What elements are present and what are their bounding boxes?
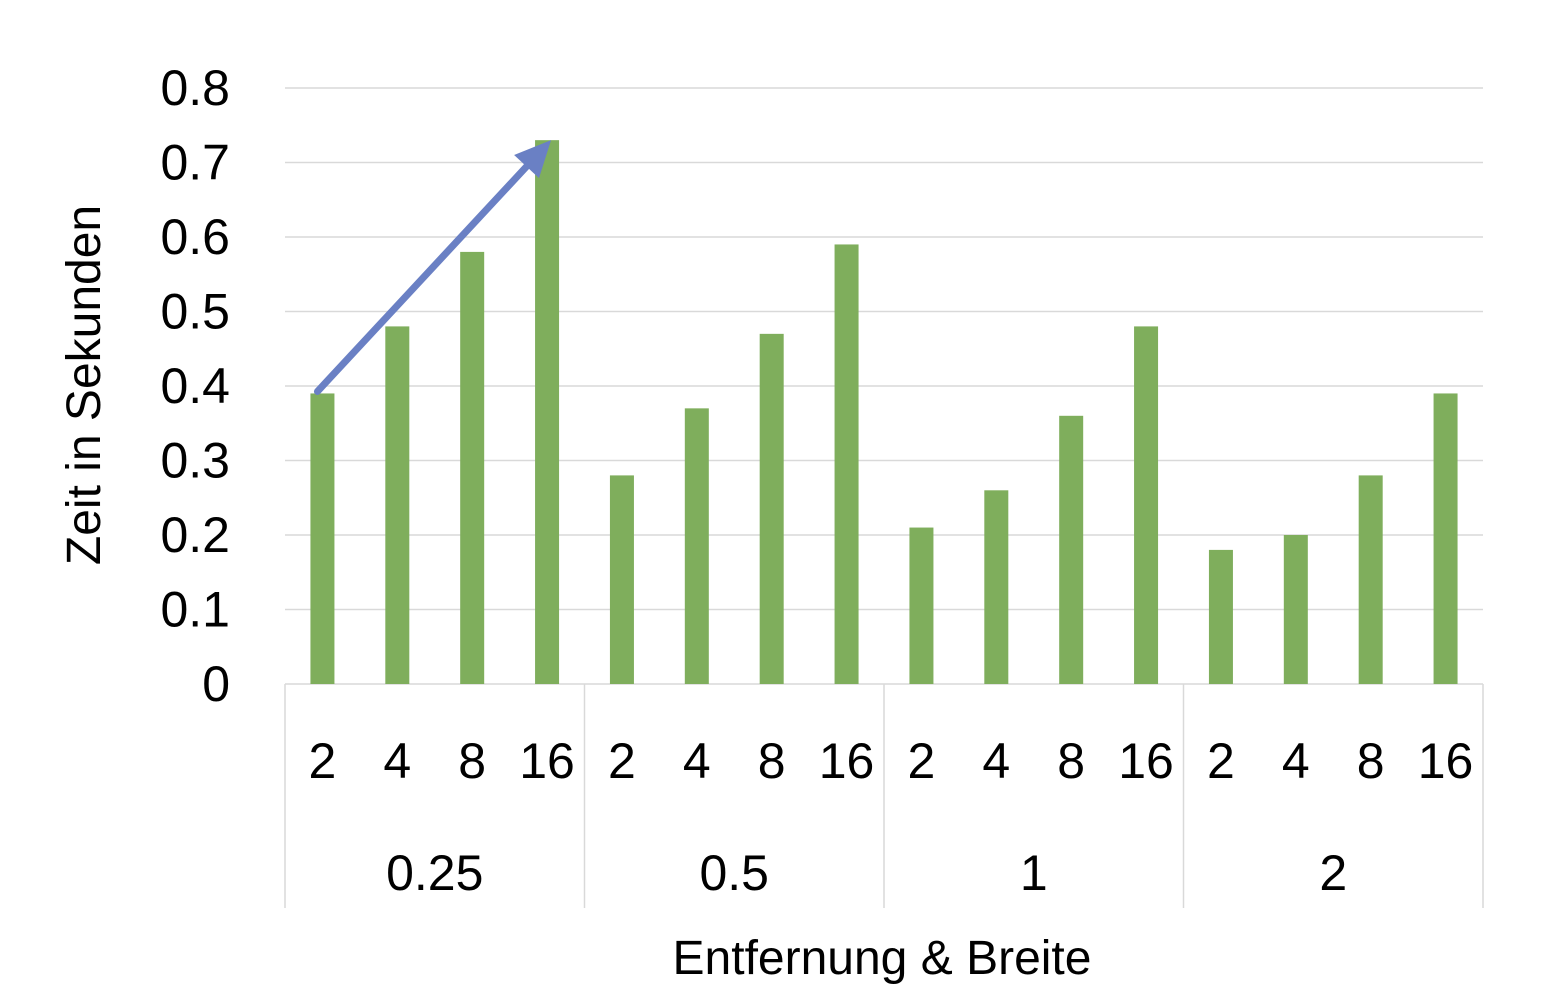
- x-tick-label: 2: [309, 733, 337, 789]
- x-tick-label: 4: [383, 733, 411, 789]
- bars: [310, 140, 1458, 684]
- bar: [1208, 549, 1233, 684]
- bar: [609, 475, 634, 684]
- bar: [684, 408, 709, 684]
- bar: [310, 393, 335, 684]
- y-tick-label: 0.1: [160, 582, 230, 638]
- bar: [535, 140, 560, 684]
- x-group-label: 0.25: [386, 845, 483, 901]
- x-tick-label: 8: [1357, 733, 1385, 789]
- bar: [1134, 326, 1159, 684]
- x-tick-label: 2: [608, 733, 636, 789]
- trend-arrow-shaft: [313, 163, 531, 395]
- bar: [984, 490, 1009, 684]
- x-tick-label: 2: [1207, 733, 1235, 789]
- bar: [909, 527, 934, 684]
- bar: [385, 326, 410, 684]
- x-tick-label: 16: [819, 733, 875, 789]
- x-group-label: 0.5: [699, 845, 769, 901]
- x-tick-label: 2: [908, 733, 936, 789]
- y-axis-title: Zeit in Sekunden: [58, 205, 111, 565]
- x-tick-label: 16: [519, 733, 575, 789]
- x-tick-label: 8: [758, 733, 786, 789]
- y-tick-label: 0.5: [160, 284, 230, 340]
- x-tick-label: 8: [458, 733, 486, 789]
- annotation-layer: [313, 140, 552, 395]
- y-tick-label: 0: [202, 656, 230, 712]
- x-axis-title: Entfernung & Breite: [673, 932, 1092, 985]
- x-tick-label: 4: [1282, 733, 1310, 789]
- y-tick-label: 0.7: [160, 135, 230, 191]
- x-tick-label: 4: [683, 733, 711, 789]
- y-tick-label: 0.2: [160, 507, 230, 563]
- x-group-label: 2: [1319, 845, 1347, 901]
- bar: [1433, 393, 1458, 684]
- x-tick-label: 4: [982, 733, 1010, 789]
- bar: [1358, 475, 1383, 684]
- x-tick-label: 16: [1118, 733, 1174, 789]
- trend-arrow-head: [514, 140, 552, 179]
- bar: [759, 333, 784, 684]
- gridlines: [285, 87, 1483, 685]
- bar: [1059, 415, 1084, 684]
- y-tick-label: 0.3: [160, 433, 230, 489]
- bar: [834, 244, 859, 684]
- y-axis-tick-labels: 0 0.1 0.2 0.3 0.4 0.5 0.6 0.7 0.8: [160, 60, 230, 712]
- y-tick-label: 0.8: [160, 60, 230, 116]
- bar: [1283, 535, 1308, 684]
- y-tick-label: 0.6: [160, 209, 230, 265]
- x-tick-label: 8: [1057, 733, 1085, 789]
- y-tick-label: 0.4: [160, 358, 230, 414]
- x-group-label: 1: [1020, 845, 1048, 901]
- bar: [460, 251, 485, 684]
- x-tick-label: 16: [1418, 733, 1474, 789]
